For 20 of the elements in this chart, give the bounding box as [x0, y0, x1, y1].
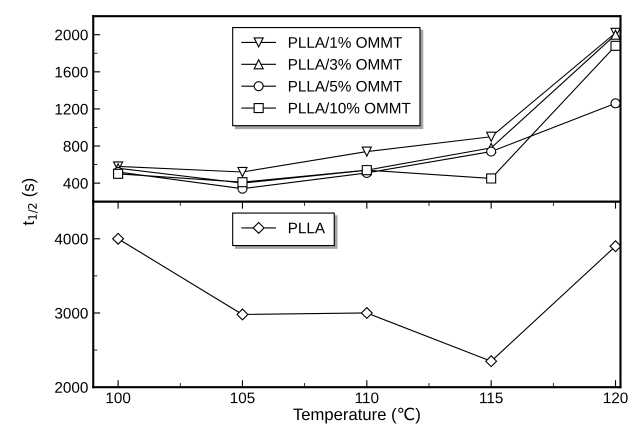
y-axis-title: t$_{1/2}$ (s): [22, 178, 38, 226]
y-tick-label: 4000: [54, 234, 88, 244]
x-tick-label: 100: [106, 392, 130, 404]
x-tick-label: 115: [480, 392, 503, 404]
x-axis-title: Temperature (℃): [293, 408, 420, 424]
x-tick-label: 110: [356, 392, 378, 404]
y-tick-label: 1600: [56, 66, 88, 78]
y-tick-label: 800: [64, 140, 88, 152]
legend-label: PLLA: [288, 222, 326, 234]
y-tick-label: 3000: [54, 308, 88, 319]
y-tick-label: 2000: [55, 30, 88, 40]
x-tick-label: 120: [604, 392, 628, 404]
x-tick-label: 105: [230, 392, 255, 404]
legend-label: PLLA/10% OMMT: [288, 102, 410, 114]
legend-label: PLLA/1% OMMT: [288, 36, 402, 48]
legend-label: PLLA/5% OMMT: [288, 80, 402, 92]
legend-label: PLLA/3% OMMT: [288, 58, 402, 70]
y-tick-label: 2000: [55, 382, 88, 393]
y-tick-label: 400: [63, 178, 88, 189]
y-tick-label: 1200: [56, 104, 88, 115]
